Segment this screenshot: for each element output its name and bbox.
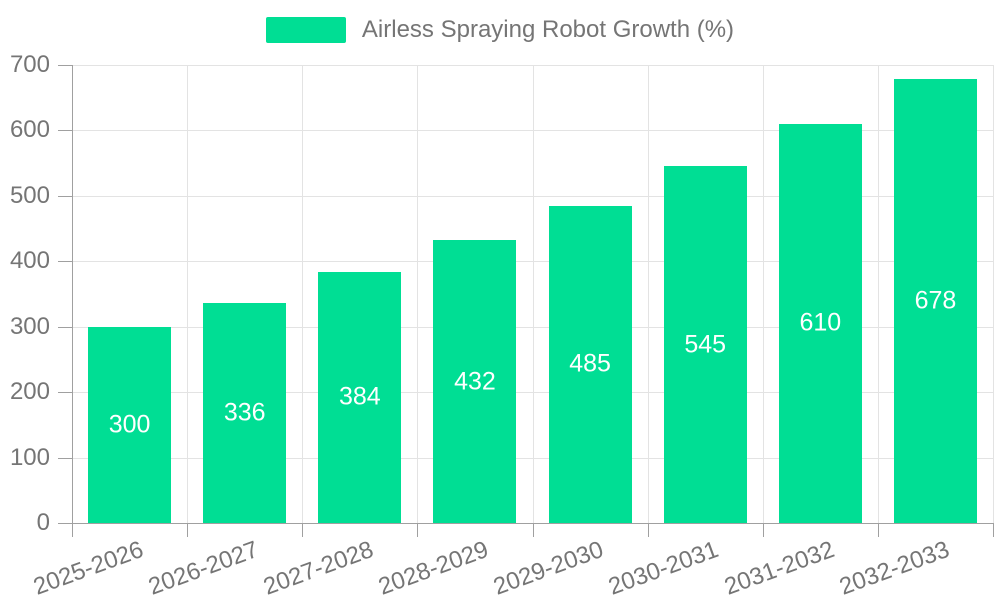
x-gridline bbox=[877, 65, 879, 523]
x-axis-tick-label: 2032-2033 bbox=[835, 536, 953, 600]
y-axis-tick-label: 0 bbox=[36, 509, 50, 536]
bar-2025-2026[interactable] bbox=[88, 326, 172, 523]
x-axis-tick-label: 2029-2030 bbox=[490, 536, 608, 600]
y-axis-tick bbox=[58, 457, 72, 459]
x-axis-line bbox=[58, 523, 993, 524]
x-gridline bbox=[417, 65, 419, 523]
bar-2029-2030[interactable] bbox=[548, 205, 632, 523]
bar-2028-2029[interactable] bbox=[433, 240, 517, 523]
y-axis-tick-label: 600 bbox=[9, 116, 50, 144]
y-axis-line bbox=[72, 65, 73, 537]
y-axis-tick-label: 700 bbox=[9, 51, 50, 78]
y-axis-tick bbox=[58, 195, 72, 197]
x-axis-tick-label: 2025-2026 bbox=[29, 536, 147, 600]
y-axis-tick bbox=[58, 130, 72, 132]
x-axis-tick bbox=[877, 523, 879, 537]
legend-label: Airless Spraying Robot Growth (%) bbox=[361, 16, 735, 43]
y-axis-tick-label: 400 bbox=[9, 247, 50, 275]
x-gridline bbox=[187, 65, 189, 523]
x-gridline bbox=[302, 65, 304, 523]
y-axis-tick-label: 300 bbox=[9, 312, 50, 340]
y-axis-tick-label: 200 bbox=[9, 378, 50, 406]
x-axis-tick-label: 2028-2029 bbox=[375, 536, 493, 600]
legend-swatch bbox=[265, 17, 346, 43]
x-axis-tick-label: 2031-2032 bbox=[720, 536, 838, 600]
x-gridline bbox=[647, 65, 649, 523]
bar-2026-2027[interactable] bbox=[203, 303, 287, 523]
y-axis-tick-label: 100 bbox=[9, 443, 50, 471]
x-axis-tick-label: 2027-2028 bbox=[259, 536, 378, 600]
x-axis-tick bbox=[647, 523, 649, 537]
x-axis-tick bbox=[762, 523, 764, 537]
x-axis-tick-label: 2030-2031 bbox=[605, 536, 723, 600]
bar-2032-2033[interactable] bbox=[893, 79, 977, 523]
legend[interactable]: Airless Spraying Robot Growth (%) bbox=[0, 14, 1000, 46]
x-gridline bbox=[762, 65, 764, 523]
x-axis-tick bbox=[417, 523, 419, 537]
x-axis-tick bbox=[302, 523, 304, 537]
y-axis-tick-label: 500 bbox=[9, 181, 50, 209]
y-axis-tick bbox=[58, 65, 72, 66]
x-axis-tick bbox=[993, 523, 994, 537]
x-gridline bbox=[993, 65, 994, 523]
y-axis-tick bbox=[58, 261, 72, 263]
y-axis-tick bbox=[58, 326, 72, 328]
x-axis-tick bbox=[532, 523, 534, 537]
y-axis-tick bbox=[58, 392, 72, 394]
x-axis-tick-label: 2026-2027 bbox=[144, 536, 262, 600]
bar-2030-2031[interactable] bbox=[663, 166, 747, 523]
x-gridline bbox=[532, 65, 534, 523]
bar-2027-2028[interactable] bbox=[318, 271, 402, 523]
x-axis-tick bbox=[187, 523, 189, 537]
bar-2031-2032[interactable] bbox=[778, 123, 862, 523]
